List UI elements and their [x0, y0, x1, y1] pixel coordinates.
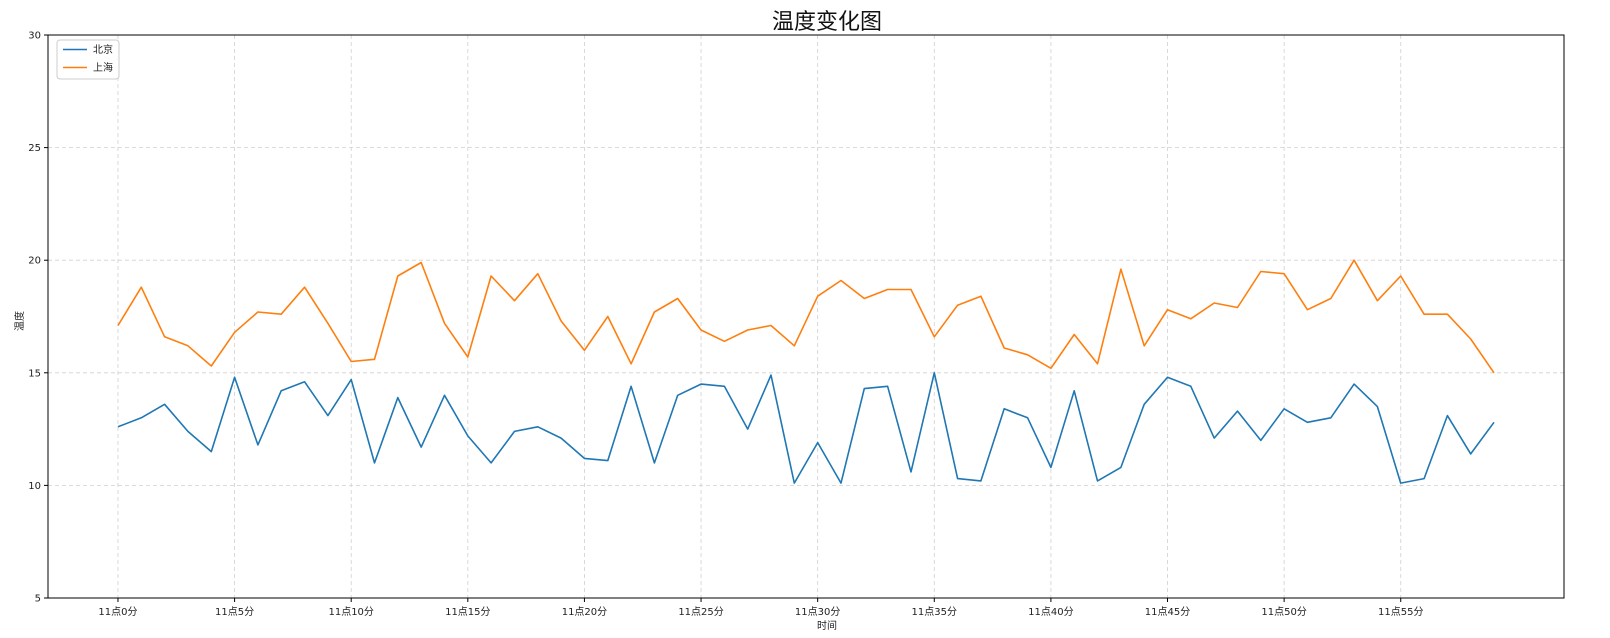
x-tick-label: 11点5分	[215, 606, 254, 618]
y-tick-label: 25	[28, 143, 41, 154]
y-tick-label: 5	[35, 594, 41, 605]
series-line-shanghai	[117, 259, 1495, 374]
legend: 北京 上海	[56, 39, 120, 80]
x-axis-label: 时间	[817, 619, 837, 632]
x-tick-label: 11点15分	[445, 606, 490, 618]
x-tick-label: 11点30分	[795, 606, 840, 618]
y-tick-label: 10	[28, 481, 41, 492]
series-line-beijing	[117, 371, 1495, 484]
x-tick-label: 11点50分	[1261, 606, 1306, 618]
axis-layer: 5 10 15 20 25 30 11点0分 11点5分 11点10分 11点15分 11点20分 1…	[28, 31, 1565, 618]
y-axis-label: 温度	[13, 311, 26, 331]
x-tick-label: 11点25分	[678, 606, 723, 618]
y-tick-label: 30	[28, 31, 41, 42]
x-tick-label: 11点35分	[912, 606, 957, 618]
chart-title: 温度变化图	[772, 10, 882, 35]
x-tick-label: 11点0分	[98, 606, 137, 618]
y-tick-label: 20	[28, 256, 41, 267]
legend-label-shanghai: 上海	[93, 61, 113, 74]
x-tick-label: 11点45分	[1145, 606, 1190, 618]
plot-area-frame	[47, 34, 1565, 599]
x-tick-label: 11点10分	[328, 606, 373, 618]
x-tick-label: 11点55分	[1378, 606, 1423, 618]
legend-label-beijing: 北京	[93, 43, 113, 56]
series-layer	[117, 259, 1495, 484]
x-tick-label: 11点40分	[1028, 606, 1073, 618]
grid-layer	[48, 34, 1564, 599]
x-tick-label: 11点20分	[562, 606, 607, 618]
y-tick-label: 15	[28, 368, 41, 379]
